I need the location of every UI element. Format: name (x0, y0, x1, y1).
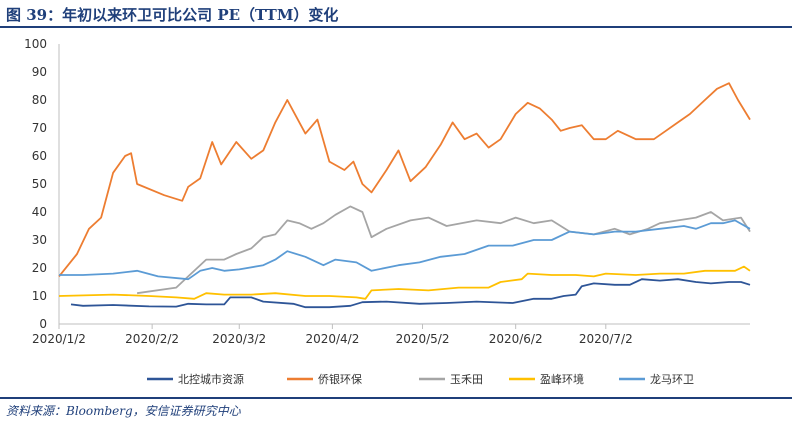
title-divider (0, 26, 792, 28)
x-tick-label: 2020/6/2 (489, 332, 543, 346)
series-line-龙马环卫 (59, 219, 751, 281)
series-lines (58, 82, 751, 309)
y-tick-label: 80 (32, 93, 47, 107)
y-tick-label: 60 (32, 149, 47, 163)
legend-label: 龙马环卫 (650, 373, 694, 386)
series-line-玉禾田 (136, 205, 751, 295)
series-line-侨银环保 (58, 82, 751, 277)
y-tick-label: 90 (32, 65, 47, 79)
source-divider (0, 397, 792, 399)
x-axis: 2020/1/2 2020/2/2 2020/3/2 2020/4/2 2020/5/2… (32, 323, 750, 346)
y-tick-label: 50 (32, 177, 47, 191)
series-line-北控城市资源 (70, 278, 751, 309)
y-tick-label: 0 (39, 317, 47, 331)
x-tick-label: 2020/2/2 (125, 332, 179, 346)
chart-legend: 北控城市资源 侨银环保 玉禾田 盈峰环境 龙马环卫 (147, 372, 694, 386)
legend-label: 北控城市资源 (178, 372, 244, 386)
x-tick-label: 2020/7/2 (579, 332, 633, 346)
x-tick-label: 2020/3/2 (212, 332, 266, 346)
source-note: 资料来源：Bloomberg，安信证券研究中心 (6, 404, 241, 418)
y-tick-label: 40 (32, 205, 47, 219)
y-tick-label: 30 (32, 233, 47, 247)
y-tick-label: 10 (32, 289, 47, 303)
series-line-盈峰环境 (58, 265, 751, 300)
y-tick-label: 100 (24, 37, 47, 51)
legend-item: 盈峰环境 (509, 372, 584, 386)
legend-label: 盈峰环境 (540, 372, 584, 386)
figure-title-bar: 图 39：年初以来环卫可比公司 PE（TTM）变化 (0, 0, 792, 26)
x-tick-label: 2020/1/2 (32, 332, 86, 346)
y-tick-label: 20 (32, 261, 47, 275)
x-tick-label: 2020/4/2 (305, 332, 359, 346)
x-tick-label: 2020/5/2 (396, 332, 450, 346)
legend-item: 北控城市资源 (147, 372, 244, 386)
legend-item: 玉禾田 (419, 373, 483, 386)
legend-item: 龙马环卫 (619, 373, 694, 386)
legend-label: 侨银环保 (318, 372, 362, 386)
legend-label: 玉禾田 (450, 373, 483, 386)
y-axis: 0 10 20 30 40 50 60 70 80 90 100 (24, 37, 60, 331)
legend-item: 侨银环保 (287, 372, 362, 386)
figure-title: 图 39：年初以来环卫可比公司 PE（TTM）变化 (6, 6, 339, 24)
y-tick-label: 70 (32, 121, 47, 135)
